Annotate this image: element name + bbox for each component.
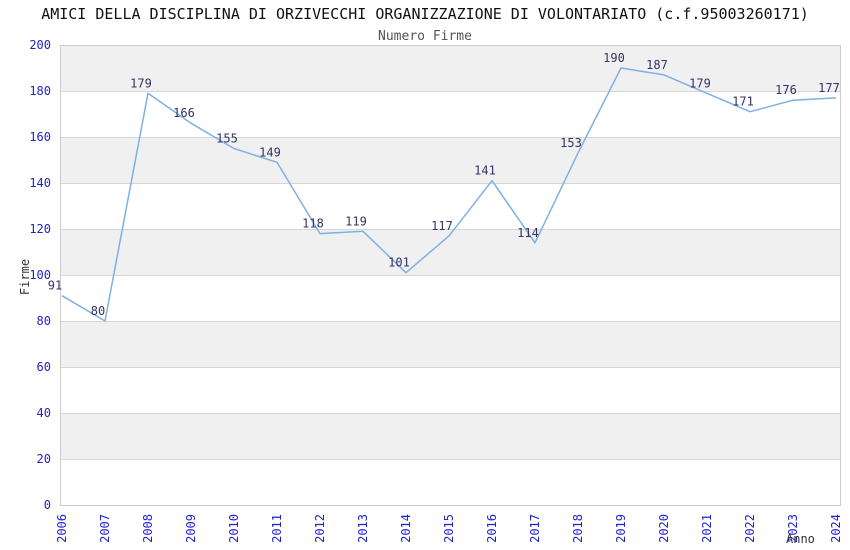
data-label: 187: [646, 58, 668, 72]
x-axis-tick-labels: 2006 2007 2008 2009 2010 2011 2012 2013 2014 2015…: [55, 514, 843, 543]
data-label: 171: [732, 95, 754, 109]
plot-band: [60, 367, 840, 413]
data-labels: 91 80 179 166 155 149 118 119 101 117 141 114 153 190…: [48, 51, 840, 318]
y-axis-title: Firme: [18, 259, 32, 295]
data-label: 141: [474, 164, 496, 178]
series-firme: [61, 67, 837, 322]
y-tick-label: 20: [37, 452, 51, 466]
y-tick-label: 40: [37, 406, 51, 420]
chart-title: AMICI DELLA DISCIPLINA DI ORZIVECCHI ORG…: [41, 5, 809, 23]
data-label: 91: [48, 279, 62, 293]
data-label: 166: [173, 106, 195, 120]
x-tick-label: 2016: [485, 514, 499, 543]
y-tick-label: 0: [44, 498, 51, 512]
x-tick-label: 2007: [98, 514, 112, 543]
x-tick-label: 2018: [571, 514, 585, 543]
x-tick-label: 2009: [184, 514, 198, 543]
series-line: [61, 67, 837, 322]
data-label: 153: [560, 136, 582, 150]
x-tick-label: 2013: [356, 514, 370, 543]
plot-band: [60, 183, 840, 229]
data-label: 119: [345, 214, 367, 228]
data-label: 114: [517, 226, 539, 240]
x-tick-label: 2011: [270, 514, 284, 543]
y-axis-tick-labels: 0 20 40 60 80 100 120 140 160 180 200: [29, 38, 51, 512]
data-label: 149: [259, 145, 281, 159]
x-tick-label: 2020: [657, 514, 671, 543]
x-tick-label: 2006: [55, 514, 69, 543]
y-tick-label: 120: [29, 222, 51, 236]
x-tick-label: 2019: [614, 514, 628, 543]
plot-band: [60, 321, 840, 367]
x-tick-label: 2008: [141, 514, 155, 543]
y-tick-label: 100: [29, 268, 51, 282]
x-tick-label: 2012: [313, 514, 327, 543]
plot-band: [60, 91, 840, 137]
x-tick-label: 2023: [786, 514, 800, 543]
plot-band: [60, 459, 840, 505]
y-tick-label: 180: [29, 84, 51, 98]
data-label: 177: [818, 81, 840, 95]
gridlines: [60, 91, 840, 460]
chart-subtitle: Numero Firme: [378, 29, 472, 44]
data-label: 190: [603, 51, 625, 65]
plot-band: [60, 45, 840, 91]
plot-band: [60, 137, 840, 183]
data-label: 101: [388, 256, 410, 270]
y-tick-label: 200: [29, 38, 51, 52]
x-tick-label: 2021: [700, 514, 714, 543]
data-label: 155: [216, 132, 238, 146]
x-tick-label: 2024: [829, 514, 843, 543]
plot-band: [60, 275, 840, 321]
y-tick-label: 80: [37, 314, 51, 328]
x-tick-label: 2014: [399, 514, 413, 543]
y-tick-label: 160: [29, 130, 51, 144]
data-label: 179: [130, 76, 152, 90]
data-label: 176: [775, 83, 797, 97]
plot-band: [60, 229, 840, 275]
y-tick-label: 140: [29, 176, 51, 190]
x-tick-label: 2017: [528, 514, 542, 543]
y-tick-label: 60: [37, 360, 51, 374]
data-label: 117: [431, 219, 453, 233]
x-tick-label: 2022: [743, 514, 757, 543]
x-tick-label: 2010: [227, 514, 241, 543]
data-label: 80: [91, 304, 105, 318]
x-axis-title: Anno: [786, 532, 815, 546]
x-tick-label: 2015: [442, 514, 456, 543]
data-label: 179: [689, 76, 711, 90]
plot-bands: [60, 45, 840, 505]
plot-border: [60, 45, 841, 506]
data-label: 118: [302, 217, 324, 231]
plot-band: [60, 413, 840, 459]
